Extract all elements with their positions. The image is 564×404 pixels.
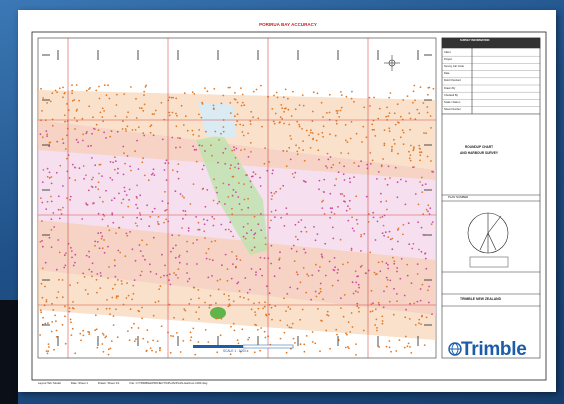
plan-title-line1: ROUNDUP CHART: [465, 145, 494, 149]
outer-border: [31, 31, 547, 381]
title-block-heading: SURVEY INFORMATION: [460, 39, 490, 42]
footer-item: File: C:\TRIMBLE\PROJECTS\PLAN\PLAN-Harb…: [129, 381, 208, 385]
dark-edge-strip: [0, 300, 18, 404]
title-block-field-label: Client: [444, 50, 451, 54]
title-block-field-label: Project: [444, 57, 453, 61]
title-block-field-label: Scale / Datum: [444, 100, 461, 104]
orange-zone-north: [38, 90, 436, 180]
footer-item: Date: Sheet 1: [70, 381, 88, 385]
crosshair-marker: [384, 55, 400, 71]
trimble-globe-icon: [448, 342, 462, 356]
sheet-header-text: PORIRUA BAY ACCURACY: [259, 22, 317, 27]
green-channel: [196, 135, 268, 255]
company-name: TRIMBLE NEW ZEALAND: [460, 297, 502, 301]
title-block-field-label: Checked By: [444, 93, 458, 97]
plan-drawing: PORIRUA BAY ACCURACY: [31, 22, 547, 381]
sounding-dots: [39, 84, 435, 356]
trimble-logo-mark: [448, 340, 462, 363]
title-block: [441, 37, 541, 359]
title-block-field-label: Date: [444, 72, 450, 76]
scale-bar-label: SCALE 1 : 1000: [223, 349, 246, 353]
plan-number-label: PLAN NUMBER: [448, 195, 469, 199]
footer-item: Drawn: Sheet 1/1: [97, 381, 120, 385]
title-block-rows: [442, 56, 540, 114]
red-grid-lines: [38, 38, 436, 358]
scale-bar: [193, 344, 294, 349]
sheet-footer: Layout Tab: Model Date: Sheet 1 Drawn: She…: [38, 382, 438, 385]
compass-caption-box: [469, 256, 509, 268]
green-marker: [210, 307, 226, 319]
grid-ticks: [42, 50, 432, 346]
plan-title-line2: AND HARBOUR SURVEY: [460, 151, 499, 155]
survey-plan-sheet: PORIRUA BAY ACCURACY SURVEY INFORMATION …: [18, 10, 556, 392]
title-block-field-label: Field Checked: [444, 79, 461, 83]
title-block-field-label: Survey Job Code: [444, 64, 464, 68]
orange-zone-south: [38, 220, 436, 340]
compass-rose: [467, 212, 509, 254]
title-block-field-label: Sheet Number: [444, 108, 461, 112]
trimble-logo-text: Trimble: [461, 339, 527, 360]
footer-item: Layout Tab: Model: [38, 381, 61, 385]
title-block-field-label: Drawn By: [444, 86, 456, 90]
